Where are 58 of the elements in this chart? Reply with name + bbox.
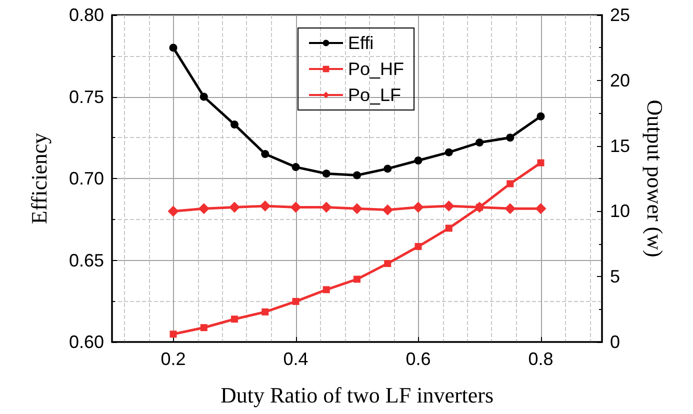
point [414, 156, 422, 165]
point [200, 92, 208, 101]
x-axis-title: Duty Ratio of two LF inverters [220, 382, 494, 408]
point [504, 203, 516, 214]
y-tick-label: 0.75 [68, 86, 104, 107]
y2-tick-label: 0 [610, 332, 620, 352]
y-tick-label: 0.80 [68, 5, 104, 25]
point [290, 202, 302, 213]
point [414, 243, 422, 250]
y2-tick-label: 25 [610, 5, 630, 25]
point [412, 202, 424, 213]
point [384, 164, 392, 173]
point [353, 171, 361, 180]
y-axis-title: Efficiency [26, 132, 52, 224]
y2-axis-title: Output power (w) [642, 100, 668, 258]
x-tick-label: 0.8 [528, 349, 554, 369]
point [506, 180, 514, 188]
legend-label: Effi [348, 33, 374, 53]
point [262, 308, 269, 316]
point [260, 200, 271, 212]
y2-tick-label: 15 [610, 136, 630, 156]
point [200, 324, 208, 332]
point [384, 260, 392, 268]
point [536, 112, 545, 120]
point [444, 148, 453, 156]
point [292, 163, 300, 172]
point [382, 204, 394, 216]
point [322, 170, 330, 178]
point [476, 138, 484, 147]
point [229, 202, 240, 213]
y2-tick-label: 20 [610, 70, 630, 90]
y-tick-label: 0.70 [68, 168, 104, 188]
point [169, 44, 178, 52]
x-tick-label: 0.6 [406, 349, 431, 369]
y-tick-label: 0.65 [68, 250, 104, 270]
point [352, 203, 362, 214]
point [537, 159, 544, 166]
point [292, 298, 300, 305]
point [535, 203, 546, 214]
point [230, 120, 238, 129]
legend-label: Po_LF [348, 85, 402, 105]
x-tick-label: 0.2 [160, 349, 186, 369]
point [168, 206, 179, 217]
point [354, 276, 360, 283]
y-tick-label: 0.60 [68, 332, 104, 352]
point [231, 316, 238, 323]
point [261, 150, 270, 158]
y2-tick-label: 5 [610, 266, 620, 287]
point [443, 200, 454, 212]
point [445, 224, 452, 232]
point [198, 203, 210, 214]
point [320, 202, 332, 213]
point [506, 134, 514, 142]
legend-label: Po_HF [348, 59, 404, 79]
point [322, 286, 330, 294]
y2-tick-label: 10 [610, 201, 630, 222]
x-tick-label: 0.4 [283, 349, 308, 369]
point [170, 330, 177, 338]
